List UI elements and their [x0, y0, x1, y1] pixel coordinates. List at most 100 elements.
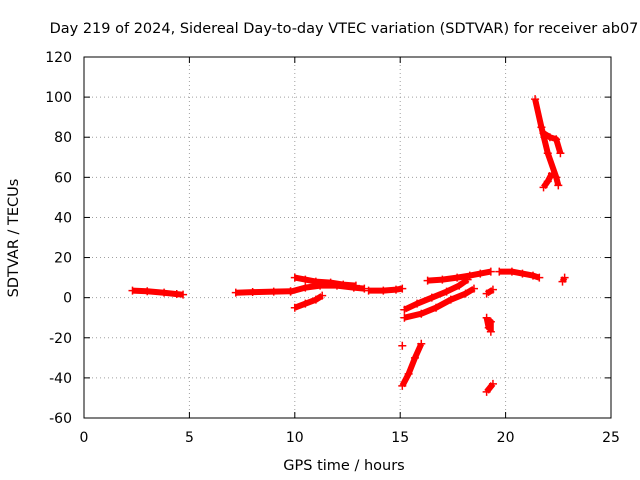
series-arc-2	[231, 287, 295, 297]
data-point	[476, 269, 485, 278]
series-trail	[484, 382, 496, 394]
plus-marker	[391, 285, 400, 294]
plus-marker	[484, 323, 493, 332]
plus-marker	[339, 280, 348, 289]
series-arc-4	[290, 273, 360, 290]
data-point	[410, 353, 419, 362]
y-tick-label: -20	[49, 331, 72, 347]
data-point	[539, 183, 548, 192]
plus-marker	[469, 284, 478, 293]
plus-marker	[543, 149, 552, 158]
data-point	[301, 283, 310, 292]
data-point	[539, 129, 548, 138]
plus-marker	[495, 267, 504, 276]
plus-marker	[539, 183, 548, 192]
series-arc-8	[398, 339, 426, 390]
plus-marker	[410, 353, 419, 362]
data-point	[482, 387, 491, 396]
series-arc-6	[364, 284, 407, 295]
data-point	[351, 281, 360, 290]
plus-marker	[547, 169, 556, 178]
y-tick-label: 100	[45, 90, 72, 106]
chart-title: Day 219 of 2024, Sidereal Day-to-day VTE…	[50, 21, 639, 37]
plus-marker	[455, 281, 464, 290]
plus-marker	[301, 299, 310, 308]
plus-marker	[398, 341, 407, 350]
data-point	[529, 271, 538, 280]
series-trail	[541, 130, 564, 155]
data-point	[248, 288, 257, 297]
data-point	[379, 286, 388, 295]
y-tick-label: -60	[49, 411, 72, 427]
plus-marker	[476, 269, 485, 278]
plus-marker	[423, 276, 432, 285]
series-trail	[483, 317, 494, 332]
y-tick-label: 40	[54, 210, 72, 226]
data-point	[179, 290, 188, 299]
data-point	[469, 284, 478, 293]
data-point	[391, 285, 400, 294]
series-trail	[403, 277, 470, 313]
x-tick-label: 0	[80, 430, 89, 446]
data-point	[488, 379, 497, 388]
data-point	[423, 276, 432, 285]
plus-marker	[486, 317, 495, 326]
y-tick-label: 20	[54, 251, 72, 267]
plus-marker	[543, 177, 552, 186]
data-point	[507, 267, 516, 276]
plus-marker	[351, 281, 360, 290]
plus-marker	[535, 273, 544, 282]
data-point	[231, 288, 240, 297]
data-point	[286, 287, 295, 296]
x-axis-title: GPS time / hours	[283, 458, 404, 474]
data-point	[413, 299, 422, 308]
data-point	[455, 281, 464, 290]
plus-marker	[311, 277, 320, 286]
x-tick-label: 10	[286, 430, 304, 446]
data-point	[290, 303, 299, 312]
plus-marker	[446, 295, 455, 304]
plus-marker	[556, 149, 565, 158]
plus-marker	[400, 305, 409, 314]
plus-marker	[398, 381, 407, 390]
series-arc-5	[290, 291, 327, 312]
x-tick-label: 25	[602, 430, 620, 446]
series-arc-19	[558, 273, 569, 286]
plus-marker	[413, 299, 422, 308]
series-arc-7	[398, 341, 407, 350]
series-arc-18	[539, 169, 556, 192]
plus-marker	[400, 313, 409, 322]
plus-marker	[461, 289, 470, 298]
plus-marker	[539, 129, 548, 138]
y-axis-title: SDTVAR / TECUs	[6, 179, 22, 298]
data-point	[453, 273, 462, 282]
data-point	[160, 288, 169, 297]
y-tick-label: 60	[54, 170, 72, 186]
plus-marker	[552, 173, 561, 182]
plus-marker	[128, 286, 137, 295]
data-point	[537, 123, 546, 132]
data-point	[326, 278, 335, 287]
data-point	[518, 269, 527, 278]
data-point	[301, 299, 310, 308]
plus-marker	[482, 387, 491, 396]
tick-layer: 0 5 10 15 20 25 -60 -40 -20 0 20 40 60 80 100 120	[45, 50, 620, 446]
data-point	[558, 277, 567, 286]
series-arc-10	[400, 284, 478, 322]
data-point	[486, 267, 495, 276]
data-point	[438, 275, 447, 284]
plus-marker	[326, 278, 335, 287]
plus-marker	[488, 285, 497, 294]
series-arc-13	[482, 313, 495, 336]
plus-marker	[179, 290, 188, 299]
data-point	[143, 287, 152, 296]
plus-marker	[488, 379, 497, 388]
plus-marker	[552, 135, 561, 144]
plus-marker	[404, 369, 413, 378]
plus-marker	[432, 303, 441, 312]
grid-layer	[84, 57, 611, 418]
data-point	[442, 287, 451, 296]
x-tick-label: 15	[391, 430, 409, 446]
plus-marker	[286, 287, 295, 296]
y-tick-label: -40	[49, 371, 72, 387]
